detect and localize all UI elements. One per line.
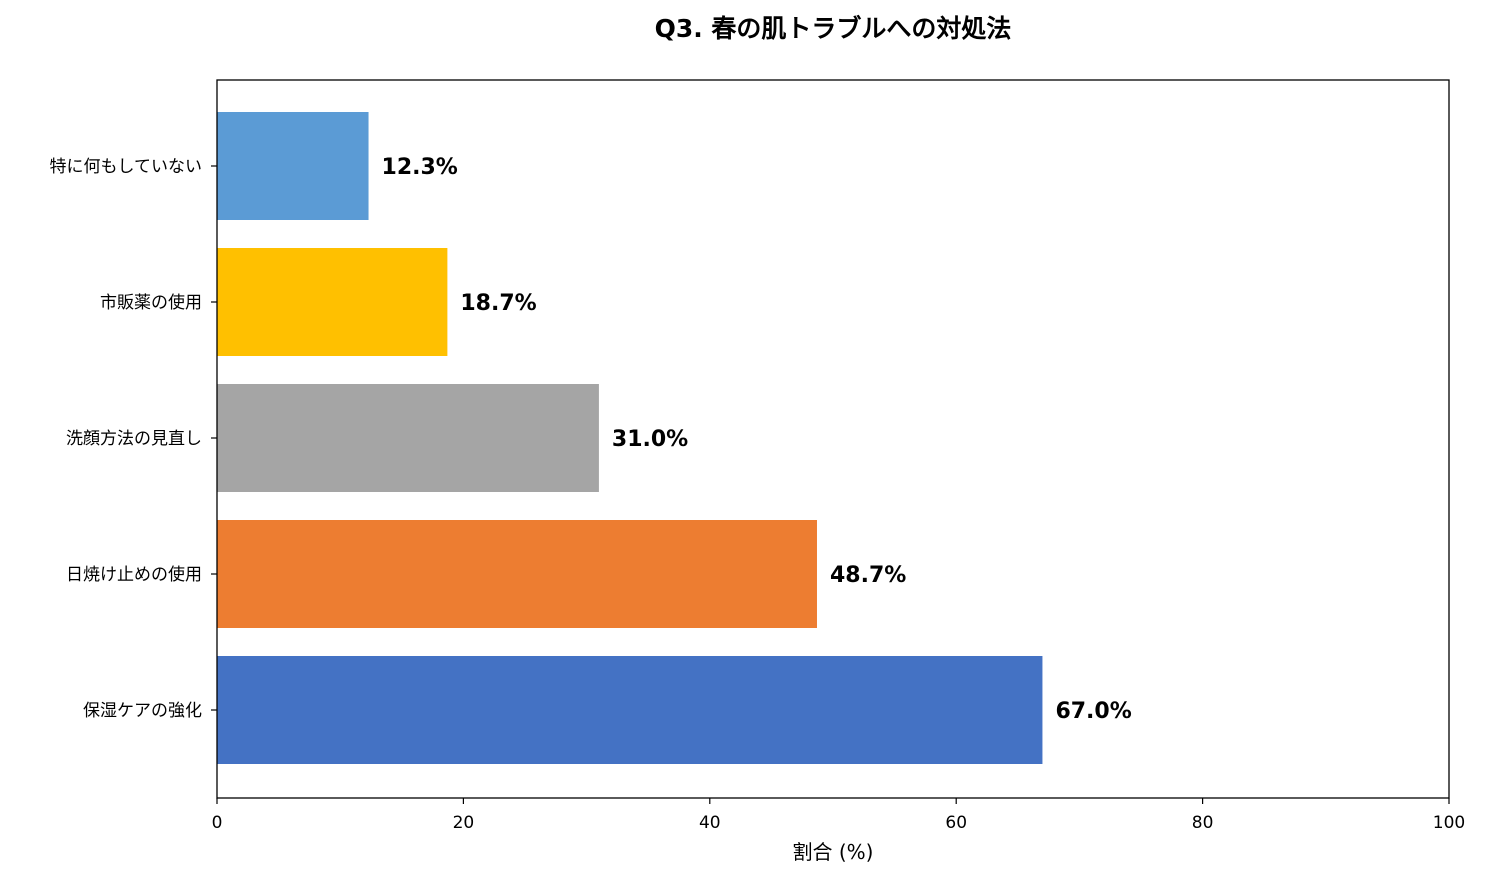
bar [217, 656, 1043, 764]
x-axis-label: 割合 (%) [793, 840, 874, 864]
x-tick-label: 80 [1192, 813, 1214, 833]
bar [217, 112, 369, 220]
data-label: 18.7% [460, 291, 536, 316]
bar [217, 248, 448, 356]
bar [217, 384, 599, 492]
x-tick-label: 20 [453, 813, 475, 833]
x-tick-label: 40 [699, 813, 721, 833]
x-tick-label: 60 [945, 813, 967, 833]
chart-title: Q3. 春の肌トラブルへの対処法 [655, 14, 1012, 43]
data-label: 31.0% [612, 427, 688, 452]
data-label: 12.3% [382, 155, 458, 180]
plot-frame [216, 79, 1450, 799]
bar [217, 520, 817, 628]
x-tick-label: 0 [212, 813, 223, 833]
y-tick-label: 特に何もしていない [50, 157, 203, 177]
y-tick-label: 日焼け止めの使用 [66, 564, 202, 585]
x-tick-label: 100 [1433, 813, 1465, 833]
y-tick-label: 洗顔方法の見直し [66, 429, 202, 449]
y-tick-label: 市販薬の使用 [100, 292, 202, 313]
data-label: 48.7% [830, 563, 906, 588]
y-tick-label: 保湿ケアの強化 [83, 701, 202, 721]
data-label: 67.0% [1055, 699, 1131, 724]
